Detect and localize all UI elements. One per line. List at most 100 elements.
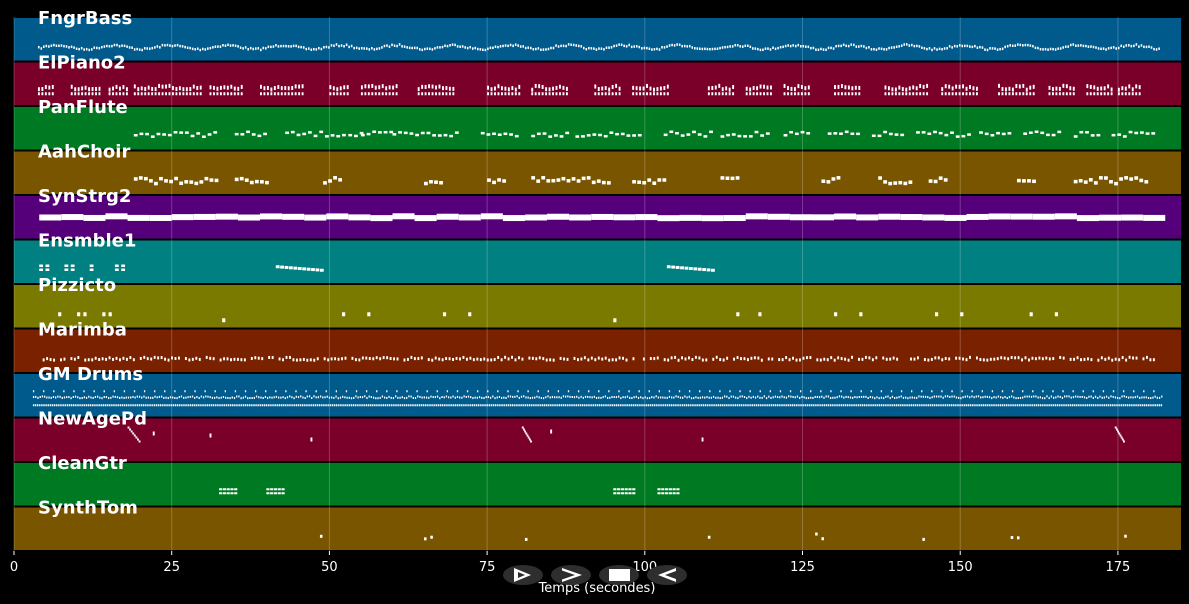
- track-label: AahChoir: [38, 142, 130, 163]
- note-mark: [531, 396, 534, 399]
- track-lane: [14, 285, 1181, 328]
- note-mark: [336, 92, 339, 96]
- note-mark: [1039, 47, 1042, 51]
- note-mark: [1092, 396, 1094, 399]
- note-mark: [1048, 397, 1050, 400]
- forward-icon[interactable]: [562, 568, 582, 582]
- note-mark: [893, 397, 896, 400]
- note-mark: [158, 92, 161, 96]
- note-mark: [478, 396, 481, 399]
- note-mark: [116, 396, 119, 399]
- note-mark: [593, 404, 595, 407]
- note-mark: [805, 397, 807, 400]
- note-mark: [993, 396, 995, 399]
- note-mark: [861, 357, 864, 361]
- note-mark: [502, 215, 525, 222]
- note-mark: [498, 395, 501, 398]
- note-mark: [159, 404, 162, 407]
- note-mark: [375, 404, 377, 407]
- note-mark: [1092, 45, 1095, 49]
- note-mark: [219, 488, 223, 491]
- note-mark: [436, 395, 439, 398]
- note-mark: [806, 404, 809, 407]
- note-mark: [991, 47, 994, 50]
- note-mark: [564, 404, 566, 407]
- note-mark: [794, 396, 796, 399]
- note-mark: [922, 395, 924, 398]
- note-mark: [1085, 131, 1089, 134]
- note-mark: [659, 404, 661, 407]
- note-mark: [858, 357, 860, 361]
- note-mark: [244, 395, 247, 398]
- note-mark: [413, 46, 416, 50]
- forward-button[interactable]: [551, 565, 591, 585]
- note-mark: [1093, 85, 1096, 90]
- note-mark: [240, 92, 243, 96]
- note-mark: [82, 404, 84, 407]
- play-icon[interactable]: [514, 568, 531, 582]
- note-mark: [807, 45, 810, 49]
- note-mark: [1054, 213, 1077, 220]
- stop-icon[interactable]: [609, 569, 630, 581]
- note-mark: [88, 48, 91, 52]
- back-icon[interactable]: [658, 568, 676, 582]
- note-mark: [262, 46, 265, 50]
- stop-button[interactable]: [599, 565, 639, 585]
- note-mark: [752, 86, 755, 91]
- note-mark: [385, 86, 388, 91]
- note-mark: [442, 312, 447, 317]
- note-mark: [1008, 92, 1011, 96]
- note-mark: [928, 404, 930, 407]
- note-mark: [565, 44, 567, 48]
- forward-button-bg[interactable]: [551, 565, 591, 585]
- track-label: ElPiano2: [38, 53, 126, 74]
- note-mark: [700, 404, 703, 407]
- note-mark: [613, 214, 636, 221]
- note-mark: [328, 46, 330, 49]
- note-mark: [173, 131, 178, 134]
- note-mark: [595, 48, 598, 51]
- note-mark: [858, 404, 860, 407]
- note-mark: [1010, 355, 1013, 359]
- note-mark: [244, 178, 249, 182]
- back-button[interactable]: [647, 565, 687, 585]
- note-mark: [406, 396, 408, 399]
- note-mark: [966, 213, 989, 220]
- note-mark: [1073, 135, 1078, 138]
- note-mark: [1013, 396, 1015, 399]
- note-mark: [182, 87, 185, 92]
- note-mark: [445, 404, 447, 407]
- note-mark: [966, 44, 969, 48]
- note-mark: [950, 404, 953, 407]
- note-mark: [679, 396, 682, 399]
- note-mark: [542, 357, 545, 361]
- note-mark: [454, 404, 457, 407]
- note-mark: [272, 45, 275, 48]
- note-mark: [398, 131, 402, 134]
- play-button[interactable]: [503, 565, 543, 585]
- note-mark: [982, 396, 984, 399]
- note-mark: [383, 130, 388, 134]
- note-mark: [780, 404, 782, 407]
- note-mark: [227, 396, 229, 399]
- note-mark: [163, 396, 165, 399]
- note-mark: [401, 396, 403, 399]
- note-mark: [776, 396, 779, 399]
- note-mark: [640, 396, 642, 399]
- note-mark: [935, 395, 938, 398]
- note-mark: [971, 404, 973, 407]
- note-mark: [483, 404, 485, 407]
- note-mark: [1024, 395, 1026, 398]
- note-mark: [61, 404, 63, 407]
- note-mark: [133, 133, 138, 137]
- note-mark: [555, 92, 558, 96]
- note-mark: [101, 45, 103, 49]
- note-mark: [1150, 397, 1152, 400]
- back-button-bg[interactable]: [647, 565, 687, 585]
- note-mark: [1140, 44, 1143, 47]
- note-mark: [403, 404, 406, 407]
- note-mark: [837, 404, 839, 407]
- note-mark: [1134, 131, 1139, 135]
- note-mark: [469, 45, 472, 49]
- note-mark: [129, 404, 131, 407]
